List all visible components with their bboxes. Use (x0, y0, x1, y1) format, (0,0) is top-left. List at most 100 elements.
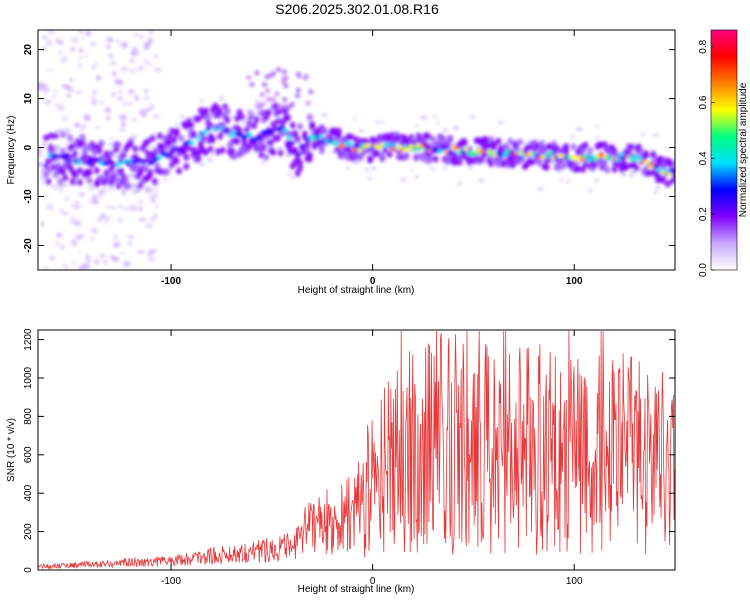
heatmap-cell (461, 138, 468, 146)
heatmap-cell (575, 127, 583, 132)
heatmap-cell (444, 158, 451, 166)
heatmap-cell (274, 91, 280, 97)
heatmap-cell (297, 159, 304, 167)
heatmap-cell (277, 149, 284, 157)
heatmap-cell (45, 39, 53, 46)
heatmap-cell (148, 187, 156, 192)
x-tick-label: 0 (370, 276, 376, 287)
heatmap-cell (70, 154, 76, 160)
heatmap-cell (664, 180, 671, 188)
heatmap-frame (37, 29, 676, 271)
heatmap-cell (296, 73, 302, 79)
heatmap-cell (76, 178, 83, 186)
heatmap-cell (65, 85, 72, 91)
heatmap-cell (468, 166, 473, 170)
heatmap-cell (580, 147, 587, 155)
heatmap-cell (294, 136, 301, 144)
heatmap-cell (128, 240, 132, 247)
heatmap-cell (85, 254, 90, 261)
colorbar-tick-label: 0.8 (698, 39, 709, 53)
heatmap-cell (55, 240, 60, 247)
heatmap-cell (52, 132, 59, 140)
heatmap-cell (284, 114, 291, 122)
y-tick-label: 0 (23, 567, 34, 573)
heatmap-cell (87, 259, 91, 264)
heatmap-cell (75, 200, 79, 205)
heatmap-cell (199, 99, 204, 103)
heatmap-y-label: Frequency (Hz) (6, 116, 17, 185)
heatmap-cell (176, 167, 183, 175)
heatmap-cell (180, 114, 185, 119)
heatmap-cell (42, 88, 47, 95)
heatmap-cell (303, 73, 309, 79)
heatmap-cell (38, 148, 43, 153)
heatmap-cell (109, 53, 114, 58)
heatmap-cell (290, 175, 295, 180)
heatmap-cell (206, 157, 213, 163)
heatmap-cell (410, 168, 414, 172)
heatmap-cell (100, 100, 104, 104)
heatmap-cell (128, 89, 135, 95)
heatmap-cell (275, 117, 282, 125)
heatmap-cell (142, 165, 149, 173)
heatmap-cell (59, 147, 66, 155)
heatmap-cell (601, 160, 608, 168)
heatmap-cell (249, 82, 255, 88)
heatmap-cell (78, 152, 83, 156)
heatmap-cell (118, 217, 123, 224)
heatmap-cell (286, 134, 292, 140)
heatmap-cell (301, 130, 308, 138)
heatmap-cell (143, 57, 148, 64)
heatmap-cell (130, 58, 134, 63)
heatmap-cell (644, 159, 650, 165)
heatmap-cell (60, 245, 65, 250)
heatmap-cell (642, 150, 649, 158)
heatmap-cell (137, 65, 145, 72)
heatmap-cell (270, 71, 276, 77)
heatmap-cell (566, 180, 571, 184)
heatmap-cell (217, 132, 224, 140)
y-tick-label: -20 (23, 238, 34, 253)
heatmap-cell (134, 95, 140, 101)
heatmap-cell (61, 116, 69, 121)
heatmap-cell (587, 147, 594, 155)
heatmap-cell (420, 115, 427, 120)
heatmap-cell (335, 127, 342, 135)
snr-frame (37, 329, 676, 571)
heatmap-cell (59, 186, 64, 193)
heatmap-cell (168, 161, 175, 169)
heatmap-cell (374, 149, 381, 157)
heatmap-cell (85, 53, 89, 58)
heatmap-cell (265, 109, 272, 117)
heatmap-cell (38, 162, 43, 166)
heatmap-cell (287, 172, 293, 176)
heatmap-cell (38, 152, 43, 158)
heatmap-cell (592, 156, 598, 162)
heatmap-cell (254, 70, 260, 76)
heatmap-cell (597, 142, 604, 150)
heatmap-cell (146, 61, 152, 66)
y-tick-label: 400 (23, 484, 34, 501)
heatmap-cell (367, 156, 374, 164)
heatmap-cell (321, 127, 328, 135)
heatmap-cell (358, 128, 365, 133)
x-tick-label: 100 (566, 276, 583, 287)
heatmap-cell (241, 119, 246, 124)
heatmap-cell (652, 133, 659, 137)
heatmap-cell (469, 115, 476, 119)
heatmap-cell (628, 143, 635, 151)
heatmap-cell (282, 128, 289, 133)
heatmap-cell (113, 175, 120, 183)
heatmap-cell (125, 182, 132, 190)
heatmap-cell (281, 69, 287, 75)
heatmap-cell (112, 242, 121, 248)
heatmap-cell (98, 140, 105, 148)
heatmap-cell (107, 188, 116, 192)
heatmap-cell (502, 152, 508, 158)
heatmap-cell (73, 122, 81, 128)
heatmap-cell (58, 50, 64, 55)
heatmap-cell (150, 249, 157, 253)
heatmap-cell (80, 126, 84, 133)
heatmap-cell (289, 121, 296, 129)
heatmap-cell (415, 143, 421, 148)
